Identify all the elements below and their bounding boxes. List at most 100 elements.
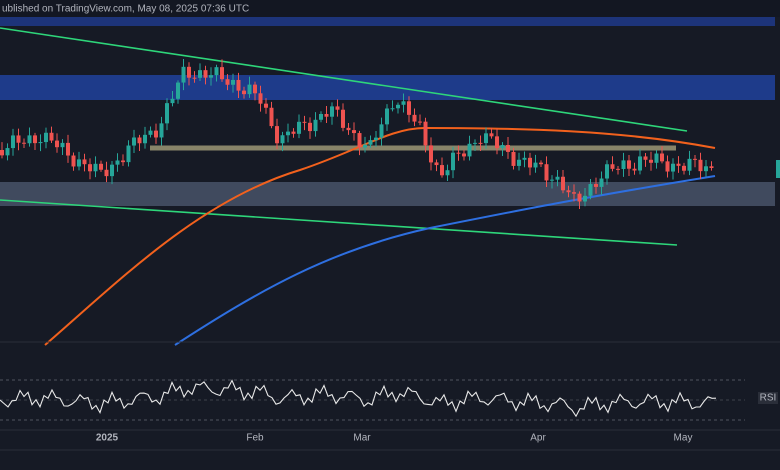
candle-body bbox=[253, 84, 257, 94]
candle-body bbox=[49, 132, 54, 141]
candle-body bbox=[698, 159, 703, 172]
candle-body bbox=[484, 133, 488, 144]
candle-body bbox=[412, 114, 417, 122]
header-bar bbox=[0, 0, 780, 17]
candle-body bbox=[209, 75, 213, 78]
candle-body bbox=[341, 109, 345, 128]
candle-body bbox=[192, 77, 197, 79]
candle-body bbox=[280, 135, 285, 144]
candle-body bbox=[77, 159, 81, 167]
candle-body bbox=[38, 142, 43, 144]
candle-body bbox=[445, 170, 450, 176]
candle-body bbox=[566, 190, 571, 193]
candle-body bbox=[649, 159, 653, 163]
candle-body bbox=[126, 145, 131, 163]
trendline-upper bbox=[0, 27, 688, 132]
time-label: Feb bbox=[246, 433, 264, 444]
candle-body bbox=[434, 162, 439, 166]
time-label: Apr bbox=[530, 433, 546, 444]
candle-body bbox=[693, 158, 697, 160]
candle-body bbox=[550, 179, 554, 181]
candle-body bbox=[643, 156, 648, 160]
rsi-tag bbox=[758, 392, 778, 404]
candle-body bbox=[143, 134, 147, 144]
candle-body bbox=[242, 90, 246, 95]
candle-body bbox=[462, 153, 466, 157]
candle-body bbox=[401, 101, 406, 105]
candle-body bbox=[286, 131, 290, 136]
candle-body bbox=[82, 159, 87, 165]
published-note: ublished on TradingView.com, May 08, 202… bbox=[2, 4, 249, 15]
candle-body bbox=[627, 160, 631, 169]
candle-body bbox=[225, 79, 230, 85]
candle-body bbox=[638, 156, 642, 171]
candle-body bbox=[269, 107, 274, 127]
candle-body bbox=[660, 153, 664, 162]
candle-body bbox=[352, 130, 356, 134]
candle-body bbox=[0, 150, 4, 156]
resistance-zone-top bbox=[0, 17, 775, 26]
time-label: 2025 bbox=[96, 433, 119, 444]
candle-body bbox=[616, 168, 620, 170]
candle-body bbox=[297, 121, 301, 134]
candle-body bbox=[110, 164, 114, 177]
candle-body bbox=[324, 113, 329, 117]
candle-body bbox=[390, 108, 395, 110]
candle-body bbox=[99, 163, 103, 170]
candle-body bbox=[423, 121, 428, 146]
rsi-line bbox=[0, 379, 717, 418]
time-label: May bbox=[674, 433, 693, 444]
candle-body bbox=[319, 113, 323, 120]
candle-body bbox=[165, 103, 169, 124]
support-zone bbox=[0, 182, 775, 206]
candle-body bbox=[379, 124, 384, 138]
candle-body bbox=[671, 163, 675, 172]
candle-body bbox=[159, 123, 164, 138]
price-tag bbox=[776, 160, 780, 178]
candle-body bbox=[71, 155, 76, 167]
candle-body bbox=[264, 103, 268, 108]
candle-body bbox=[583, 195, 587, 202]
candle-body bbox=[363, 144, 367, 148]
candle-body bbox=[308, 122, 312, 132]
candle-body bbox=[467, 143, 472, 157]
candle-body bbox=[27, 135, 32, 144]
candle-body bbox=[88, 164, 92, 172]
candle-body bbox=[555, 176, 560, 180]
candle-body bbox=[115, 160, 120, 165]
candle-body bbox=[533, 162, 538, 168]
candle-body bbox=[687, 158, 692, 171]
candle-body bbox=[330, 106, 334, 117]
candle-body bbox=[682, 165, 686, 171]
candle-body bbox=[396, 104, 400, 109]
candle-body bbox=[374, 137, 378, 141]
candle-body bbox=[610, 164, 615, 169]
candle-body bbox=[539, 162, 543, 165]
candle-body bbox=[302, 121, 307, 123]
candle-body bbox=[104, 169, 109, 177]
candle-body bbox=[599, 178, 604, 187]
candle-body bbox=[187, 66, 191, 78]
candle-body bbox=[176, 82, 180, 99]
candle-body bbox=[489, 133, 494, 137]
candle-body bbox=[621, 160, 626, 170]
candle-body bbox=[632, 168, 637, 171]
candle-body bbox=[478, 142, 483, 144]
candle-body bbox=[181, 66, 186, 83]
candle-body bbox=[385, 108, 389, 125]
candle-body bbox=[203, 70, 208, 78]
candle-body bbox=[429, 145, 433, 163]
candle-body bbox=[16, 135, 21, 143]
candle-body bbox=[704, 166, 708, 172]
candle-body bbox=[137, 137, 142, 144]
candle-body bbox=[214, 67, 219, 76]
resistance-zone bbox=[0, 75, 775, 100]
candle-body bbox=[456, 152, 461, 154]
candle-body bbox=[220, 67, 224, 80]
candle-body bbox=[588, 184, 593, 196]
candles bbox=[0, 58, 714, 210]
candle-body bbox=[500, 145, 505, 149]
candle-body bbox=[11, 135, 15, 149]
moving-average-200 bbox=[174, 175, 716, 346]
